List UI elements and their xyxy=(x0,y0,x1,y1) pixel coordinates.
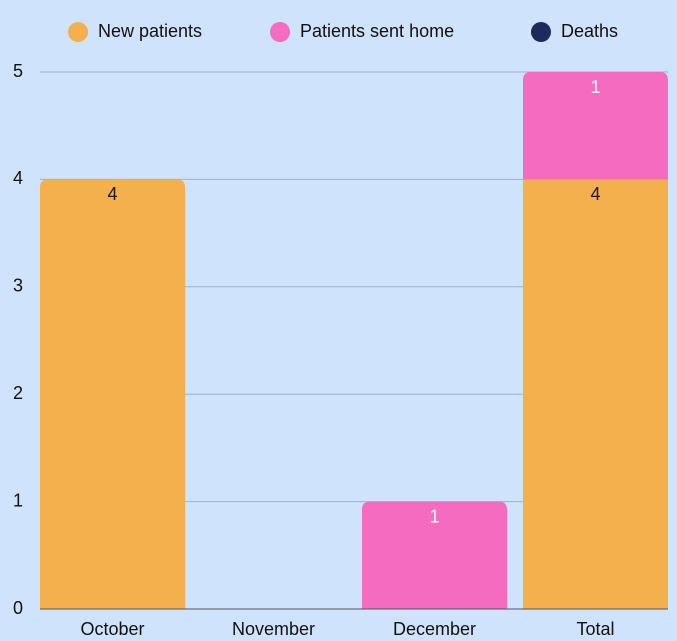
y-tick-label: 3 xyxy=(13,276,23,296)
data-label: 4 xyxy=(590,184,600,204)
legend-label: New patients xyxy=(98,21,202,41)
data-label: 1 xyxy=(429,506,439,526)
legend-swatch xyxy=(531,22,551,42)
bar-segment xyxy=(523,72,668,180)
x-tick-label: December xyxy=(393,619,476,639)
data-label: 1 xyxy=(590,77,600,97)
y-tick-label: 5 xyxy=(13,61,23,81)
bar-segment xyxy=(362,501,507,609)
y-tick-label: 1 xyxy=(13,490,23,510)
data-label: 4 xyxy=(107,184,117,204)
legend-label: Patients sent home xyxy=(300,21,454,41)
x-tick-label: Total xyxy=(576,619,614,639)
bar-segment xyxy=(523,179,668,609)
legend-swatch xyxy=(68,22,88,42)
y-tick-label: 4 xyxy=(13,168,23,188)
x-tick-label: October xyxy=(80,619,144,639)
bar-segment xyxy=(40,179,185,609)
x-tick-label: November xyxy=(232,619,315,639)
y-tick-label: 2 xyxy=(13,383,23,403)
legend-swatch xyxy=(270,22,290,42)
legend-label: Deaths xyxy=(561,21,618,41)
y-tick-label: 0 xyxy=(13,598,23,618)
